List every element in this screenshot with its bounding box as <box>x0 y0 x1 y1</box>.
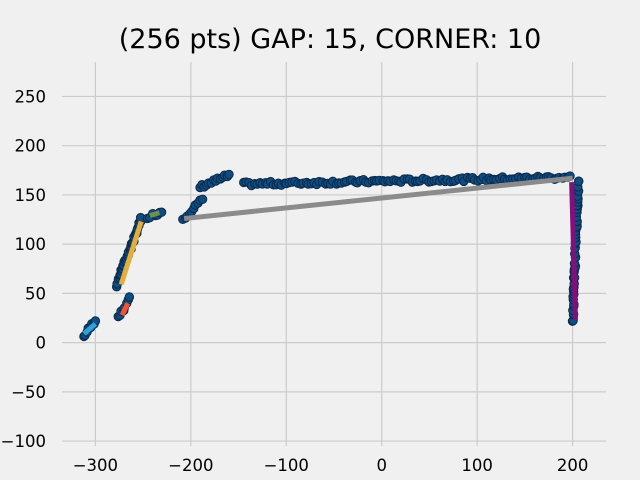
y-tick-label: −50 <box>11 383 46 402</box>
data-point <box>574 176 584 187</box>
y-tick-label: 0 <box>36 334 47 353</box>
grid <box>62 62 606 446</box>
chart-title: (256 pts) GAP: 15, CORNER: 10 <box>119 24 542 55</box>
y-tick-label: −100 <box>1 432 46 451</box>
segment-line <box>149 210 161 218</box>
y-axis-ticks: −100 −50 0 50 100 150 200 250 <box>1 87 46 451</box>
data-point <box>124 292 135 302</box>
segment-line <box>183 175 573 222</box>
segment-line <box>119 302 131 317</box>
segment-line <box>82 322 98 336</box>
x-tick-label: 200 <box>557 456 589 475</box>
x-tick-label: 0 <box>376 456 387 475</box>
fitted-segments <box>82 175 578 336</box>
x-tick-label: −200 <box>168 456 213 475</box>
x-axis-ticks: −300 −200 −100 0 100 200 <box>73 456 589 475</box>
segment-line <box>118 220 144 286</box>
y-tick-label: 200 <box>15 137 47 156</box>
x-tick-label: 100 <box>461 456 493 475</box>
data-point <box>224 169 234 180</box>
y-tick-label: 100 <box>15 235 47 254</box>
data-point <box>197 194 208 205</box>
y-tick-label: 150 <box>15 186 47 205</box>
x-tick-label: −300 <box>73 456 118 475</box>
segment-line <box>569 182 578 321</box>
x-tick-label: −100 <box>264 456 309 475</box>
y-tick-label: 50 <box>25 284 46 303</box>
y-tick-label: 250 <box>15 87 47 106</box>
